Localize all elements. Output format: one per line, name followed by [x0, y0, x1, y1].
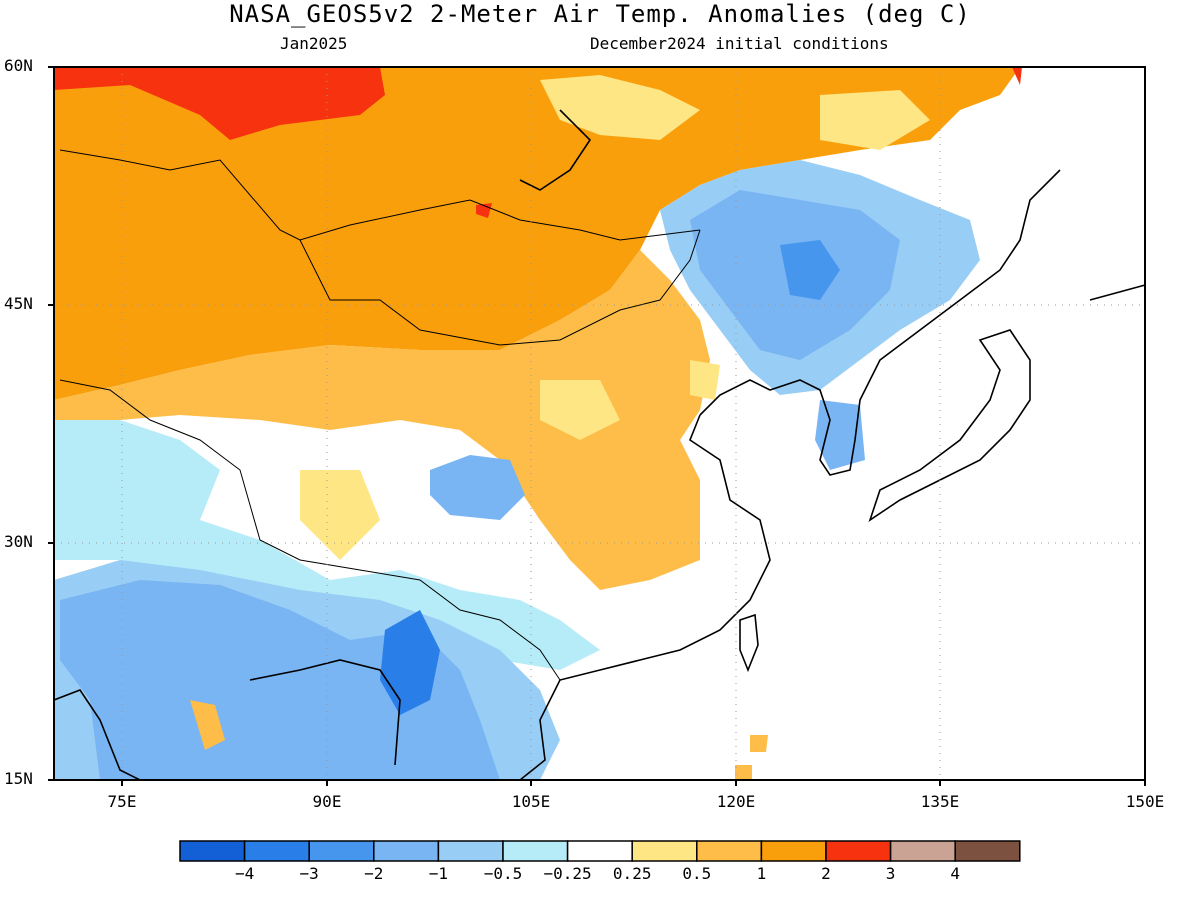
colorbar-label: 0.5: [682, 864, 712, 883]
warm-region-central: [54, 250, 710, 590]
colorbar-label: −0.25: [543, 864, 592, 883]
colorbar-label: −3: [299, 864, 319, 883]
colorbar-label: −2: [364, 864, 384, 883]
lon-label-120e: 120E: [716, 792, 756, 811]
cold-peak-burma: [380, 610, 440, 715]
colorbar-swatch: [308, 840, 375, 862]
forecast-month: Jan2025: [280, 34, 348, 53]
slight-warm-patches: [60, 75, 930, 560]
colorbar-label: 3: [885, 864, 896, 883]
colorbar-swatch: [373, 840, 440, 862]
cool-region-central: [430, 455, 525, 520]
colorbar-label: −1: [428, 864, 449, 883]
colorbar-label: 1: [756, 864, 767, 883]
colorbar-swatch: [760, 840, 827, 862]
colorbar-swatch: [696, 840, 763, 862]
lon-label-75e: 75E: [107, 792, 137, 811]
lon-label-135e: 135E: [920, 792, 960, 811]
borders: [59, 149, 701, 681]
coastlines: [54, 109, 1145, 780]
initial-conditions: December2024 initial conditions: [590, 34, 889, 53]
hot-spot-northwest: [54, 67, 1022, 218]
colorbar: [179, 840, 1021, 862]
colorbar-swatch: [825, 840, 892, 862]
colorbar-label: 4: [950, 864, 960, 883]
warm-region-north: [54, 67, 1020, 400]
lat-label-15n: 15N: [4, 769, 33, 788]
lon-label-105e: 105E: [511, 792, 551, 811]
colorbar-swatch: [179, 840, 246, 862]
lon-label-150e: 150E: [1125, 792, 1165, 811]
lon-label-90e: 90E: [312, 792, 342, 811]
cold-core-south: [60, 580, 500, 780]
lat-label-30n: 30N: [4, 532, 33, 551]
colorbar-swatch: [502, 840, 569, 862]
lat-label-60n: 60N: [4, 56, 33, 75]
warm-patch-india: [190, 700, 225, 750]
colorbar-swatch: [631, 840, 698, 862]
cold-peak-northeast: [780, 240, 840, 300]
colorbar-swatch: [437, 840, 504, 862]
colorbar-label: −4: [234, 864, 255, 883]
map-frame: [53, 66, 1146, 781]
colorbar-label: 2: [821, 864, 831, 883]
colorbar-swatch: [889, 840, 956, 862]
colorbar-label: 0.25: [612, 864, 652, 883]
cool-region-west: [54, 420, 600, 670]
axis-ticks: [48, 66, 1146, 786]
anomaly-field: [54, 67, 1145, 780]
warm-patch-philippines: [735, 735, 768, 780]
colorbar-label: −0.5: [483, 864, 523, 883]
colorbar-swatch: [954, 840, 1021, 862]
lat-label-45n: 45N: [4, 294, 33, 313]
map-title: NASA_GEOS5v2 2-Meter Air Temp. Anomalies…: [229, 0, 971, 28]
colorbar-swatch: [243, 840, 310, 862]
colorbar-swatch: [566, 840, 633, 862]
